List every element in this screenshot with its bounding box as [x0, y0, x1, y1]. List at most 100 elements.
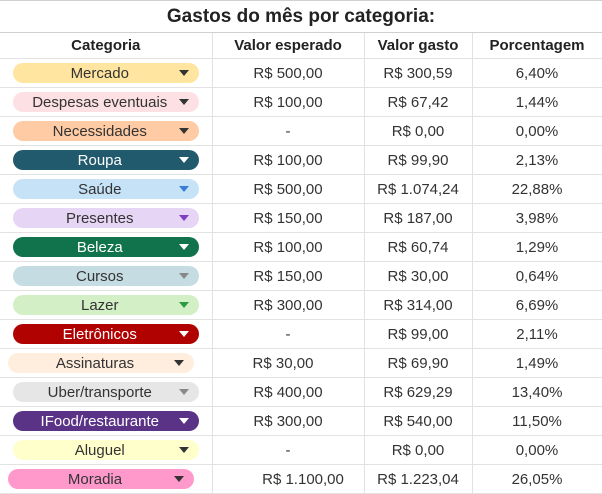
expected-value-cell[interactable]: R$ 100,00 [212, 145, 365, 175]
category-dropdown-chip[interactable]: Eletrônicos [12, 324, 199, 344]
dropdown-arrow-icon[interactable] [178, 302, 189, 308]
category-dropdown-chip[interactable]: Beleza [12, 237, 199, 257]
dropdown-arrow-icon[interactable] [178, 331, 189, 337]
category-dropdown-chip[interactable]: Mercado [12, 63, 199, 83]
table-row: Cursos R$ 150,00 R$ 30,00 0,64% [0, 261, 602, 291]
expected-value-cell[interactable]: - [212, 319, 365, 349]
category-label: IFood/restaurante [40, 412, 159, 430]
dropdown-arrow-icon[interactable] [178, 389, 189, 395]
dropdown-arrow-icon[interactable] [178, 418, 189, 424]
category-cell[interactable]: Roupa [0, 145, 213, 175]
dropdown-arrow-icon[interactable] [178, 186, 189, 192]
dropdown-arrow-icon[interactable] [174, 476, 184, 482]
table-row: Assinaturas R$ 30,00 R$ 69,90 1,49% [0, 348, 602, 378]
category-dropdown-chip[interactable]: Lazer [12, 295, 199, 315]
percent-cell[interactable]: 2,13% [472, 145, 602, 175]
category-cell[interactable]: Lazer [0, 290, 213, 320]
spent-value-cell[interactable]: R$ 99,00 [364, 319, 473, 349]
spent-value-cell[interactable]: R$ 540,00 [364, 406, 473, 436]
category-cell[interactable]: Assinaturas [0, 348, 213, 378]
spent-value-cell[interactable]: R$ 1.074,24 [364, 174, 473, 204]
percent-cell[interactable]: 0,00% [472, 435, 602, 465]
category-cell[interactable]: IFood/restaurante [0, 406, 213, 436]
category-cell[interactable]: Beleza [0, 232, 213, 262]
category-cell[interactable]: Despesas eventuais [0, 87, 213, 117]
dropdown-arrow-icon[interactable] [178, 128, 189, 134]
header-spent[interactable]: Valor gasto [364, 33, 473, 59]
dropdown-arrow-icon[interactable] [178, 244, 189, 250]
percent-cell[interactable]: 1,29% [472, 232, 602, 262]
spent-value-cell[interactable]: R$ 629,29 [364, 377, 473, 407]
category-cell[interactable]: Presentes [0, 203, 213, 233]
expected-value-cell[interactable]: R$ 30,00 [212, 348, 365, 378]
spent-value-cell[interactable]: R$ 1.223,04 [364, 464, 473, 494]
expected-value-cell[interactable]: R$ 150,00 [212, 261, 365, 291]
header-expected[interactable]: Valor esperado [212, 33, 365, 59]
expected-value-cell[interactable]: R$ 300,00 [212, 406, 365, 436]
category-cell[interactable]: Necessidades [0, 116, 213, 146]
dropdown-arrow-icon[interactable] [178, 70, 189, 76]
header-row: Categoria Valor esperado Valor gasto Por… [0, 33, 602, 59]
category-dropdown-chip[interactable]: IFood/restaurante [12, 411, 199, 431]
category-dropdown-chip[interactable]: Saúde [12, 179, 199, 199]
expected-value-cell[interactable]: R$ 100,00 [212, 232, 365, 262]
category-dropdown-chip[interactable]: Roupa [12, 150, 199, 170]
expected-value-cell[interactable]: R$ 1.100,00 [212, 464, 365, 494]
percent-cell[interactable]: 3,98% [472, 203, 602, 233]
percent-cell[interactable]: 22,88% [472, 174, 602, 204]
expected-value-cell[interactable]: R$ 150,00 [212, 203, 365, 233]
dropdown-arrow-icon[interactable] [174, 360, 184, 366]
category-cell[interactable]: Saúde [0, 174, 213, 204]
dropdown-arrow-icon[interactable] [178, 447, 189, 453]
expected-value-cell[interactable]: R$ 400,00 [212, 377, 365, 407]
spent-value-cell[interactable]: R$ 0,00 [364, 116, 473, 146]
category-dropdown-chip[interactable]: Assinaturas [8, 353, 194, 373]
category-label: Aluguel [74, 441, 125, 459]
header-percent[interactable]: Porcentagem [472, 33, 602, 59]
category-dropdown-chip[interactable]: Necessidades [12, 121, 199, 141]
spent-value-cell[interactable]: R$ 99,90 [364, 145, 473, 175]
category-dropdown-chip[interactable]: Aluguel [12, 440, 199, 460]
percent-cell[interactable]: 6,40% [472, 58, 602, 88]
percent-cell[interactable]: 1,44% [472, 87, 602, 117]
percent-cell[interactable]: 1,49% [472, 348, 602, 378]
dropdown-arrow-icon[interactable] [178, 157, 189, 163]
percent-cell[interactable]: 26,05% [472, 464, 602, 494]
percent-cell[interactable]: 0,00% [472, 116, 602, 146]
percent-cell[interactable]: 13,40% [472, 377, 602, 407]
spent-value-cell[interactable]: R$ 30,00 [364, 261, 473, 291]
category-cell[interactable]: Aluguel [0, 435, 213, 465]
spent-value-cell[interactable]: R$ 67,42 [364, 87, 473, 117]
dropdown-arrow-icon[interactable] [178, 99, 189, 105]
expected-value-cell[interactable]: - [212, 435, 365, 465]
expected-value-cell[interactable]: R$ 500,00 [212, 174, 365, 204]
category-cell[interactable]: Uber/transporte [0, 377, 213, 407]
dropdown-arrow-icon[interactable] [178, 215, 189, 221]
expected-value-cell[interactable]: R$ 500,00 [212, 58, 365, 88]
spent-value-cell[interactable]: R$ 0,00 [364, 435, 473, 465]
percent-cell[interactable]: 11,50% [472, 406, 602, 436]
expected-value-cell[interactable]: R$ 100,00 [212, 87, 365, 117]
header-category[interactable]: Categoria [0, 33, 213, 59]
category-dropdown-chip[interactable]: Despesas eventuais [12, 92, 199, 112]
expected-value-cell[interactable]: R$ 300,00 [212, 290, 365, 320]
category-cell[interactable]: Mercado [0, 58, 213, 88]
spent-value-cell[interactable]: R$ 300,59 [364, 58, 473, 88]
percent-cell[interactable]: 0,64% [472, 261, 602, 291]
table-row: Eletrônicos - R$ 99,00 2,11% [0, 319, 602, 349]
dropdown-arrow-icon[interactable] [178, 273, 189, 279]
category-dropdown-chip[interactable]: Presentes [12, 208, 199, 228]
percent-cell[interactable]: 2,11% [472, 319, 602, 349]
category-cell[interactable]: Moradia [0, 464, 213, 494]
category-dropdown-chip[interactable]: Cursos [12, 266, 199, 286]
spent-value-cell[interactable]: R$ 69,90 [364, 348, 473, 378]
percent-cell[interactable]: 6,69% [472, 290, 602, 320]
category-cell[interactable]: Eletrônicos [0, 319, 213, 349]
expected-value-cell[interactable]: - [212, 116, 365, 146]
spent-value-cell[interactable]: R$ 187,00 [364, 203, 473, 233]
category-cell[interactable]: Cursos [0, 261, 213, 291]
category-dropdown-chip[interactable]: Uber/transporte [12, 382, 199, 402]
spent-value-cell[interactable]: R$ 314,00 [364, 290, 473, 320]
category-dropdown-chip[interactable]: Moradia [8, 469, 194, 489]
spent-value-cell[interactable]: R$ 60,74 [364, 232, 473, 262]
